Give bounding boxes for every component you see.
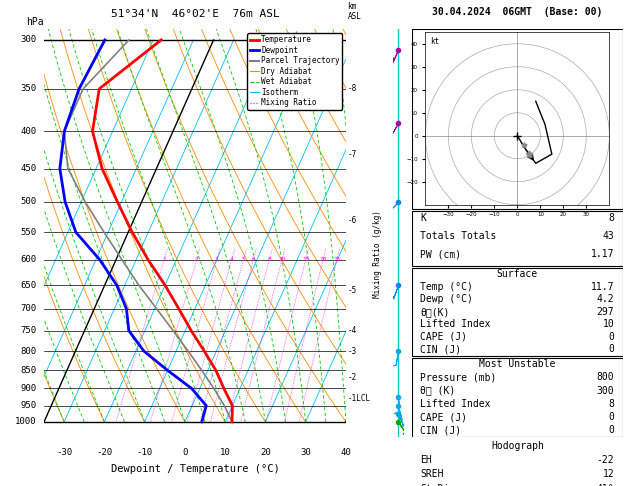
Text: 0: 0: [182, 448, 187, 457]
Text: -1LCL: -1LCL: [347, 395, 370, 403]
Text: -4: -4: [347, 326, 357, 335]
Text: Surface: Surface: [497, 269, 538, 279]
Text: 6: 6: [252, 258, 255, 262]
Text: kt: kt: [430, 37, 439, 46]
Text: 1: 1: [162, 258, 166, 262]
Text: 20: 20: [320, 258, 327, 262]
Text: 700: 700: [20, 304, 36, 313]
Text: 0: 0: [608, 412, 615, 422]
Text: PW (cm): PW (cm): [420, 249, 462, 260]
Text: 2: 2: [195, 258, 199, 262]
Text: 25: 25: [333, 258, 340, 262]
Text: CAPE (J): CAPE (J): [420, 332, 467, 342]
Text: 800: 800: [597, 372, 615, 382]
Text: Hodograph: Hodograph: [491, 441, 544, 451]
Text: CIN (J): CIN (J): [420, 425, 462, 435]
Text: 41°: 41°: [597, 484, 615, 486]
Text: 750: 750: [20, 326, 36, 335]
Text: 10: 10: [220, 448, 231, 457]
Text: 8: 8: [608, 213, 615, 223]
Text: 30: 30: [300, 448, 311, 457]
Text: 40: 40: [340, 448, 352, 457]
Text: 0: 0: [608, 332, 615, 342]
Text: 4: 4: [230, 258, 233, 262]
Text: SREH: SREH: [420, 469, 444, 480]
Text: -20: -20: [96, 448, 113, 457]
Text: 30.04.2024  06GMT  (Base: 00): 30.04.2024 06GMT (Base: 00): [432, 7, 603, 17]
Text: Lifted Index: Lifted Index: [420, 319, 491, 330]
Text: 20: 20: [260, 448, 271, 457]
Text: 600: 600: [20, 255, 36, 264]
Text: StmDir: StmDir: [420, 484, 455, 486]
Text: 450: 450: [20, 164, 36, 173]
Text: 400: 400: [20, 127, 36, 136]
Text: Temp (°C): Temp (°C): [420, 282, 473, 292]
Text: 650: 650: [20, 281, 36, 290]
Text: 12: 12: [603, 469, 615, 480]
Text: 51°34'N  46°02'E  76m ASL: 51°34'N 46°02'E 76m ASL: [111, 9, 279, 19]
Text: 850: 850: [20, 366, 36, 375]
Text: 800: 800: [20, 347, 36, 356]
Text: 11.7: 11.7: [591, 282, 615, 292]
Text: 15: 15: [302, 258, 309, 262]
Text: -22: -22: [597, 455, 615, 465]
Text: EH: EH: [420, 455, 432, 465]
Text: 5: 5: [242, 258, 245, 262]
Text: 0: 0: [608, 345, 615, 354]
Text: 3: 3: [215, 258, 219, 262]
Text: 1.17: 1.17: [591, 249, 615, 260]
Text: Totals Totals: Totals Totals: [420, 231, 497, 241]
Text: Dewp (°C): Dewp (°C): [420, 295, 473, 304]
Text: K: K: [420, 213, 426, 223]
Text: 297: 297: [597, 307, 615, 317]
Text: 300: 300: [20, 35, 36, 44]
Text: -10: -10: [136, 448, 153, 457]
Text: hPa: hPa: [26, 17, 43, 27]
Text: -2: -2: [347, 373, 357, 382]
Text: Dewpoint / Temperature (°C): Dewpoint / Temperature (°C): [111, 464, 279, 474]
Text: -7: -7: [347, 150, 357, 158]
Text: 550: 550: [20, 228, 36, 237]
Text: 0: 0: [608, 425, 615, 435]
Text: CAPE (J): CAPE (J): [420, 412, 467, 422]
Text: CIN (J): CIN (J): [420, 345, 462, 354]
Legend: Temperature, Dewpoint, Parcel Trajectory, Dry Adiabat, Wet Adiabat, Isotherm, Mi: Temperature, Dewpoint, Parcel Trajectory…: [247, 33, 342, 110]
Text: 8: 8: [608, 399, 615, 409]
Text: -30: -30: [56, 448, 72, 457]
Text: km
ASL: km ASL: [347, 1, 361, 21]
Text: 43: 43: [603, 231, 615, 241]
Text: Mixing Ratio (g/kg): Mixing Ratio (g/kg): [373, 210, 382, 297]
Text: 900: 900: [20, 384, 36, 393]
Text: 10: 10: [603, 319, 615, 330]
Text: -3: -3: [347, 347, 357, 356]
Text: θᴇ(K): θᴇ(K): [420, 307, 450, 317]
Text: -6: -6: [347, 216, 357, 225]
Text: 500: 500: [20, 197, 36, 207]
Text: Pressure (mb): Pressure (mb): [420, 372, 497, 382]
Text: 10: 10: [278, 258, 286, 262]
Text: θᴇ (K): θᴇ (K): [420, 386, 455, 396]
Text: 950: 950: [20, 401, 36, 410]
Text: -8: -8: [347, 85, 357, 93]
Text: Most Unstable: Most Unstable: [479, 359, 555, 369]
Text: 350: 350: [20, 85, 36, 93]
Text: -5: -5: [347, 286, 357, 295]
Text: Lifted Index: Lifted Index: [420, 399, 491, 409]
Text: 300: 300: [597, 386, 615, 396]
Text: 8: 8: [267, 258, 271, 262]
Text: 4.2: 4.2: [597, 295, 615, 304]
Text: 1000: 1000: [15, 417, 36, 426]
